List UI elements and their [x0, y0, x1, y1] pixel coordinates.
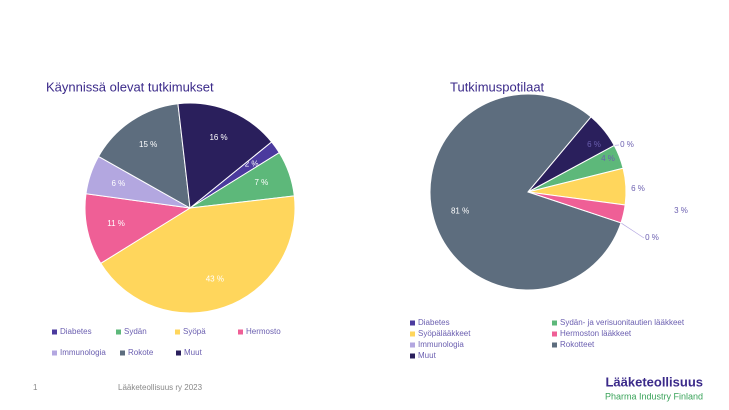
legend-label: Sydän — [124, 327, 147, 336]
legend-swatch — [238, 329, 243, 335]
data-label: 7 % — [254, 178, 268, 187]
legend-swatch — [116, 329, 121, 335]
legend-label: Immunologia — [418, 340, 464, 349]
legend-swatch — [552, 320, 557, 326]
page-number: 1 — [33, 383, 38, 392]
data-label: 43 % — [206, 275, 224, 284]
logo: Lääketeollisuus — [605, 374, 703, 389]
legend-swatch — [410, 342, 415, 348]
legend-label: Rokote — [128, 348, 154, 357]
legend-swatch — [552, 331, 557, 337]
legend-label: Syöpälääkkeet — [418, 329, 471, 338]
legend-swatch — [552, 342, 557, 348]
data-label: 16 % — [209, 133, 227, 142]
logo-sub: Pharma Industry Finland — [605, 391, 703, 401]
legend-swatch — [52, 350, 57, 356]
data-label: 11 % — [107, 219, 125, 228]
data-label: 0 % — [620, 140, 634, 149]
legend-label: Muut — [184, 348, 203, 357]
legend-label: Diabetes — [60, 327, 92, 336]
pie-slice — [84, 193, 192, 265]
legend-label: Diabetes — [418, 318, 450, 327]
legend-swatch — [52, 329, 57, 335]
legend-swatch — [410, 353, 415, 359]
data-label: 81 % — [451, 206, 469, 215]
chart-title: Käynnissä olevat tutkimukset — [46, 79, 214, 94]
data-label: 4 % — [601, 154, 615, 163]
legend-label: Muut — [418, 351, 437, 360]
legend-label: Sydän- ja verisuonitautien lääkkeet — [560, 318, 685, 327]
data-label: 0 % — [645, 233, 659, 242]
pie-slice — [97, 103, 191, 209]
pie-slice — [100, 195, 296, 314]
pie-slice — [429, 93, 622, 291]
data-label: 6 % — [111, 179, 125, 188]
legend-label: Hermoston lääkkeet — [560, 329, 632, 338]
legend-label: Syöpä — [183, 327, 206, 336]
legend-swatch — [410, 320, 415, 326]
legend-swatch — [410, 331, 415, 337]
data-label: 6 % — [631, 184, 645, 193]
data-label: 15 % — [139, 140, 157, 149]
pie-slice — [177, 102, 273, 209]
legend-swatch — [120, 350, 125, 356]
legend-swatch — [176, 350, 181, 356]
legend-swatch — [175, 329, 180, 335]
source: Lääketeollisuus ry 2023 — [118, 383, 203, 392]
leader-line — [620, 222, 645, 239]
data-label: 3 % — [674, 206, 688, 215]
legend-label: Immunologia — [60, 348, 106, 357]
data-label: 6 % — [587, 140, 601, 149]
chart-title: Tutkimuspotilaat — [450, 79, 545, 94]
pie-slice — [527, 116, 615, 193]
data-label: 2 % — [245, 159, 259, 168]
legend-label: Rokotteet — [560, 340, 595, 349]
legend-label: Hermosto — [246, 327, 281, 336]
